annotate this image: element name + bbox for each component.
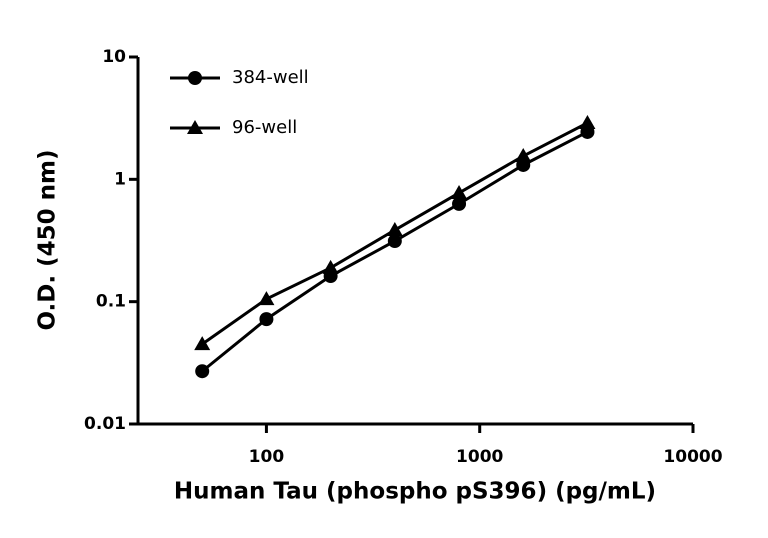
- marker: [194, 336, 211, 351]
- y-tick-label: 0.01: [84, 414, 126, 434]
- x-tick-label: 10000: [663, 447, 722, 467]
- marker: [259, 312, 274, 327]
- y-tick-label: 1: [114, 169, 126, 189]
- marker: [579, 114, 596, 129]
- marker: [452, 196, 467, 211]
- marker: [258, 291, 275, 306]
- x-tick-label: 1000: [456, 447, 503, 467]
- marker: [451, 184, 468, 199]
- marker: [195, 364, 210, 379]
- x-axis-title: Human Tau (phospho pS396) (pg/mL): [174, 479, 656, 505]
- legend-marker: [188, 71, 202, 85]
- marker: [515, 148, 532, 163]
- y-axis-title: O.D. (450 nm): [35, 149, 61, 330]
- legend-label: 96-well: [232, 117, 297, 138]
- x-tick-label: 100: [249, 447, 285, 467]
- series-line: [201, 130, 589, 373]
- marker: [387, 234, 402, 249]
- legend-marker: [187, 120, 203, 134]
- y-tick-label: 0.1: [96, 292, 126, 312]
- marker: [322, 259, 339, 274]
- legend-label: 384-well: [232, 67, 309, 88]
- marker: [386, 222, 403, 237]
- y-tick-label: 10: [102, 47, 126, 67]
